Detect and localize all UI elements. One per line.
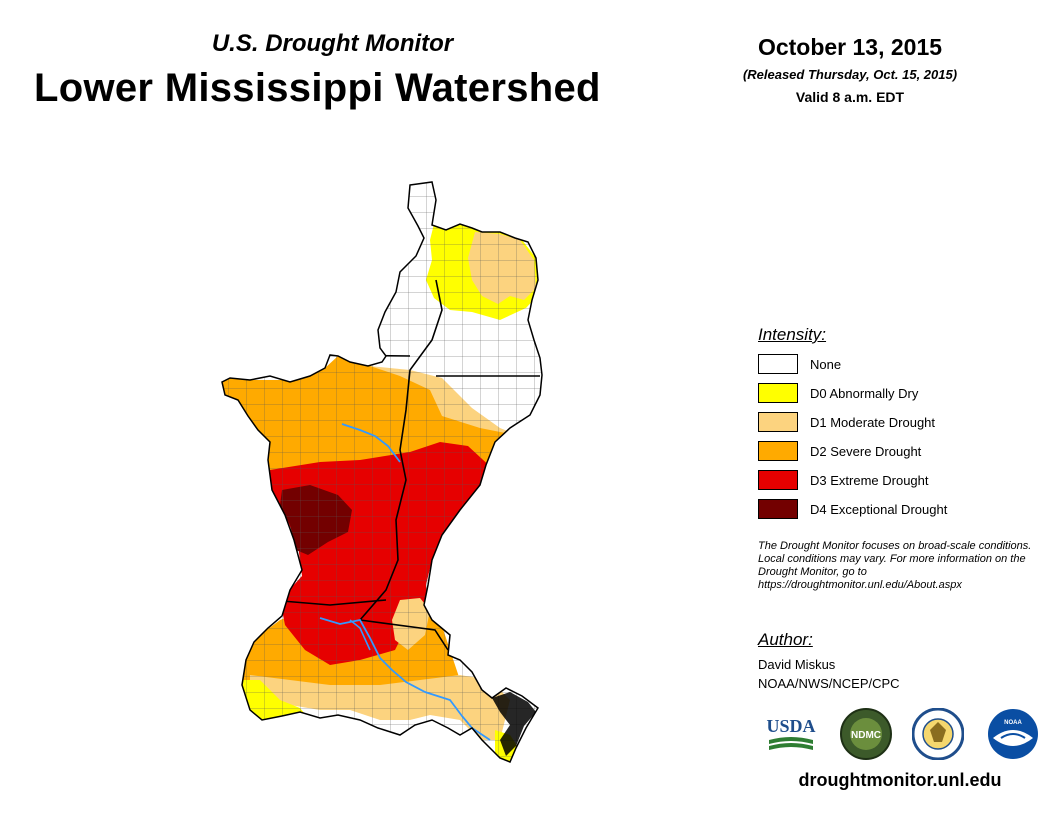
- map-title: Lower Mississippi Watershed: [34, 66, 601, 110]
- author-name: David Miskus: [758, 657, 836, 672]
- author-organization: NOAA/NWS/NCEP/CPC: [758, 676, 900, 691]
- svg-text:NDMC: NDMC: [851, 730, 881, 741]
- map-subtitle: U.S. Drought Monitor: [211, 30, 454, 57]
- release-date: (Released Thursday, Oct. 15, 2015): [742, 67, 958, 82]
- delta-coast: [492, 692, 536, 756]
- usda-logo: USDA: [766, 716, 816, 750]
- legend-label: D1 Moderate Drought: [810, 415, 936, 430]
- legend-label: D4 Exceptional Drought: [810, 502, 948, 517]
- disclaimer-note: The Drought Monitor focuses on broad-sca…: [758, 540, 1032, 591]
- legend-item: D0 Abnormally Dry: [758, 383, 1018, 405]
- legend-swatch: [758, 412, 798, 432]
- valid-time: Valid 8 a.m. EDT: [795, 89, 905, 105]
- legend-item: D2 Severe Drought: [758, 441, 1018, 463]
- legend-swatch: [758, 499, 798, 519]
- legend-item: D3 Extreme Drought: [758, 470, 1018, 492]
- legend-item: D1 Moderate Drought: [758, 412, 1018, 434]
- svg-text:USDA: USDA: [766, 716, 815, 736]
- arkansas-river: [341, 423, 401, 463]
- noaa-logo: NOAA: [988, 709, 1038, 759]
- state-boundary-la-ar: [269, 599, 387, 606]
- legend-swatch: [758, 383, 798, 403]
- watershed-outline: [221, 181, 543, 763]
- state-boundary-la-ms: [359, 619, 449, 651]
- legend-item: D4 Exceptional Drought: [758, 499, 1018, 521]
- legend-title: Intensity:: [758, 325, 827, 344]
- legend-label: D3 Extreme Drought: [810, 473, 929, 488]
- legend-swatch: [758, 441, 798, 461]
- legend-label: D0 Abnormally Dry: [810, 386, 919, 401]
- county-lines: [222, 182, 542, 762]
- red-river: [349, 619, 371, 651]
- website-link[interactable]: droughtmonitor.unl.edu: [798, 770, 1002, 790]
- commerce-seal: [912, 708, 964, 760]
- legend-swatch: [758, 470, 798, 490]
- mississippi-river: [319, 617, 491, 741]
- ndmc-logo: NDMC: [840, 708, 892, 760]
- author-title: Author:: [758, 630, 813, 649]
- legend-label: None: [810, 357, 842, 372]
- state-boundary-ar-ms: [359, 279, 443, 621]
- legend-swatch: [758, 354, 798, 374]
- state-boundary-mo-ar: [329, 354, 411, 357]
- map-date: October 13, 2015: [757, 34, 943, 60]
- svg-text:NOAA: NOAA: [1004, 720, 1022, 726]
- drought-map: [221, 181, 543, 763]
- legend-item: None: [758, 354, 1018, 376]
- legend-label: D2 Severe Drought: [810, 444, 922, 459]
